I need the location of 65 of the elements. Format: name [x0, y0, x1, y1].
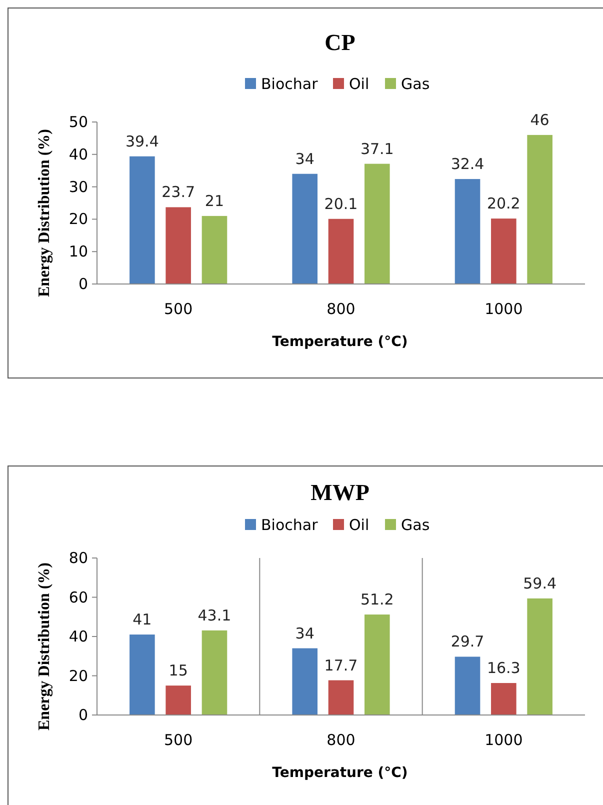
y-tick-label: 50 — [68, 113, 88, 131]
x-tick-label: 500 — [164, 731, 193, 749]
bar — [328, 680, 354, 715]
x-axis-title: Temperature (°C) — [272, 765, 408, 781]
y-tick-label: 20 — [68, 210, 88, 228]
bar — [491, 683, 516, 715]
y-tick-label: 40 — [68, 145, 88, 164]
y-axis-title: Energy Distribution (%) — [36, 129, 53, 297]
bar — [130, 156, 155, 284]
data-label: 16.3 — [486, 659, 520, 678]
legend-label: Biochar — [261, 516, 319, 534]
data-label: 41 — [132, 610, 152, 629]
y-tick-label: 40 — [68, 628, 88, 646]
x-axis-title: Temperature (°C) — [272, 334, 408, 350]
legend-label: Gas — [401, 75, 430, 93]
data-label: 43.1 — [198, 606, 232, 624]
y-tick-label: 60 — [68, 588, 88, 606]
bar — [527, 134, 552, 284]
y-tick-label: 30 — [68, 178, 88, 196]
bar — [364, 164, 390, 284]
bar — [292, 648, 318, 715]
chart-title: CP — [324, 30, 356, 55]
bar — [527, 598, 552, 715]
x-tick-label: 800 — [326, 731, 356, 749]
data-label: 34 — [295, 624, 314, 642]
y-tick-label: 0 — [78, 706, 88, 724]
bar — [364, 614, 390, 715]
legend-label: Gas — [401, 516, 430, 534]
x-tick-label: 1000 — [484, 731, 523, 749]
data-label: 39.4 — [125, 132, 159, 150]
legend-label: Oil — [349, 516, 370, 534]
bar — [202, 216, 228, 284]
bar — [202, 630, 228, 715]
y-tick-label: 0 — [78, 275, 88, 293]
x-tick-label: 1000 — [484, 300, 523, 318]
data-label: 21 — [204, 192, 224, 210]
data-label: 59.4 — [523, 574, 557, 592]
data-label: 34 — [295, 150, 314, 168]
data-label: 15 — [168, 662, 188, 680]
bar — [166, 207, 191, 284]
data-label: 37.1 — [360, 140, 394, 158]
y-axis-title: Energy Distribution (%) — [36, 562, 53, 730]
bar — [491, 218, 516, 284]
x-tick-label: 500 — [164, 300, 193, 318]
x-tick-label: 800 — [326, 300, 356, 318]
bar — [454, 179, 480, 284]
chart-title: MWP — [310, 480, 370, 505]
bar — [454, 656, 480, 715]
data-label: 17.7 — [324, 656, 358, 674]
data-label: 29.7 — [450, 632, 484, 651]
bar — [292, 174, 318, 284]
y-tick-label: 20 — [68, 666, 88, 685]
data-label: 20.1 — [324, 194, 358, 213]
legend-label: Oil — [349, 75, 370, 93]
y-tick-label: 80 — [68, 549, 88, 567]
legend-label: Biochar — [261, 75, 319, 93]
bar — [166, 686, 191, 715]
y-tick-label: 10 — [68, 242, 88, 261]
data-label: 46 — [530, 110, 550, 129]
data-label: 20.2 — [486, 194, 520, 213]
data-label: 51.2 — [360, 590, 394, 609]
bar — [328, 218, 354, 284]
data-label: 23.7 — [162, 183, 196, 202]
data-label: 32.4 — [450, 155, 484, 174]
bar — [130, 634, 155, 715]
